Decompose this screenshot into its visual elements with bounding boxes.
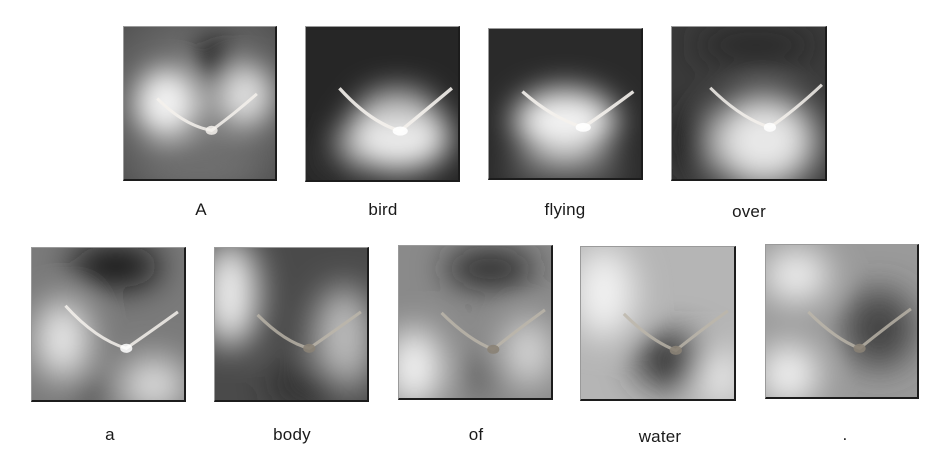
caption-word-1: A: [195, 200, 207, 219]
attention-map-1: [123, 26, 277, 181]
caption-word-6: body: [273, 425, 311, 444]
caption-word-5: a: [105, 425, 115, 444]
attention-heatmap-image: [489, 29, 641, 178]
attention-map-8: [580, 246, 736, 401]
attention-map-3: [488, 28, 643, 180]
attention-heatmap-image: [32, 248, 184, 400]
attention-map-6: [214, 247, 369, 402]
attention-map-2: [305, 26, 460, 182]
attention-heatmap-image: [306, 27, 458, 180]
attention-heatmap-image: [672, 27, 825, 179]
caption-word-3: flying: [544, 200, 586, 219]
attention-map-4: [671, 26, 827, 181]
caption-word-4: over: [732, 202, 766, 221]
attention-heatmap-image: [215, 248, 367, 400]
attention-map-5: [31, 247, 186, 402]
caption-word-2: bird: [368, 200, 398, 219]
attention-heatmap-image: [124, 27, 275, 179]
attention-heatmap-image: [766, 245, 917, 397]
caption-word-7: of: [468, 425, 484, 444]
attention-map-9: [765, 244, 919, 399]
caption-word-8: water: [638, 427, 682, 446]
attention-heatmap-image: [399, 246, 551, 398]
attention-map-7: [398, 245, 553, 400]
attention-heatmap-image: [581, 247, 734, 399]
caption-word-9: .: [842, 425, 848, 444]
